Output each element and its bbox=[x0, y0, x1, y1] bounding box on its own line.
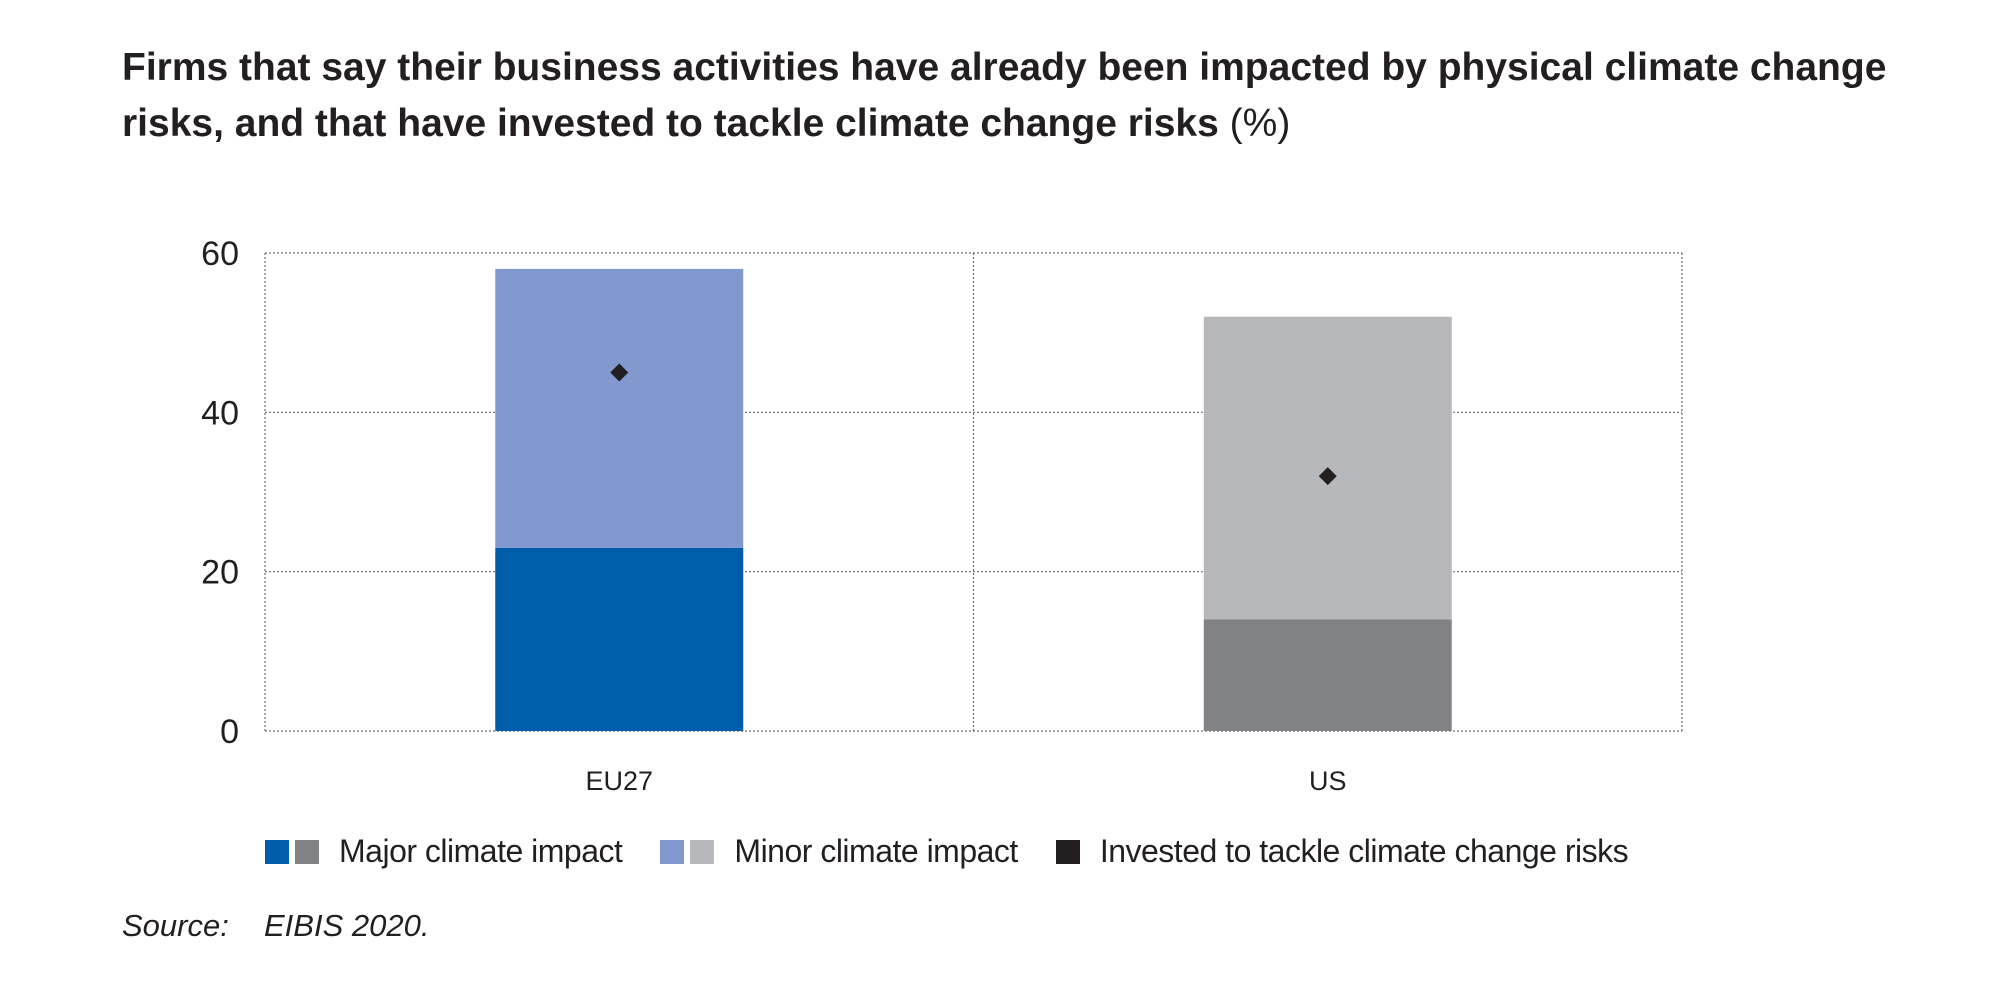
y-tick-label-40: 40 bbox=[201, 394, 239, 432]
y-tick-label-20: 20 bbox=[201, 554, 239, 592]
legend-label-invested: Invested to tackle climate change risks bbox=[1099, 833, 1629, 869]
legend-swatch-minor-eu bbox=[660, 839, 685, 864]
legend-swatch-major-eu bbox=[265, 839, 289, 864]
chart-legend: Major climate impact Minor climate impac… bbox=[265, 833, 1666, 870]
legend-item-minor: Minor climate impact bbox=[660, 833, 1018, 870]
x-category-label-us: US bbox=[1309, 766, 1347, 796]
legend-item-invested: Invested to tackle climate change risks bbox=[1055, 833, 1629, 870]
y-tick-label-60: 60 bbox=[201, 235, 239, 273]
legend-swatch-invested bbox=[1055, 839, 1080, 864]
legend-label-minor: Minor climate impact bbox=[734, 833, 1018, 869]
marker-invested-us bbox=[1318, 467, 1337, 486]
legend-swatch-minor-us bbox=[690, 839, 715, 864]
x-category-label-eu27: EU27 bbox=[585, 766, 653, 796]
bar-eu27-major-climate-impact bbox=[495, 547, 744, 731]
legend-swatch-major-us bbox=[295, 839, 319, 864]
bar-eu27-minor-climate-impact bbox=[495, 268, 744, 548]
legend-label-major: Major climate impact bbox=[339, 833, 623, 869]
source-text: EIBIS 2020. bbox=[264, 908, 430, 943]
bar-us-major-climate-impact bbox=[1203, 619, 1452, 731]
source-label: Source: bbox=[122, 908, 229, 943]
chart-title: Firms that say their business activities… bbox=[122, 40, 1922, 152]
chart-title-text: Firms that say their business activities… bbox=[122, 46, 1887, 145]
legend-item-major: Major climate impact bbox=[265, 833, 623, 870]
y-tick-label-0: 0 bbox=[220, 713, 239, 751]
marker-invested-eu27 bbox=[610, 363, 629, 382]
chart-title-unit: (%) bbox=[1229, 102, 1291, 145]
stacked-bar-chart: 0 20 40 60 EU27 US bbox=[201, 235, 1683, 796]
source-note: Source: EIBIS 2020. bbox=[122, 908, 429, 944]
